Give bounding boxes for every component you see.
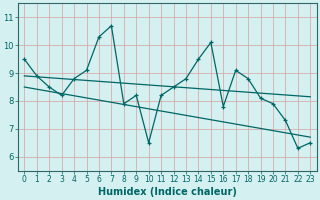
X-axis label: Humidex (Indice chaleur): Humidex (Indice chaleur) (98, 187, 237, 197)
